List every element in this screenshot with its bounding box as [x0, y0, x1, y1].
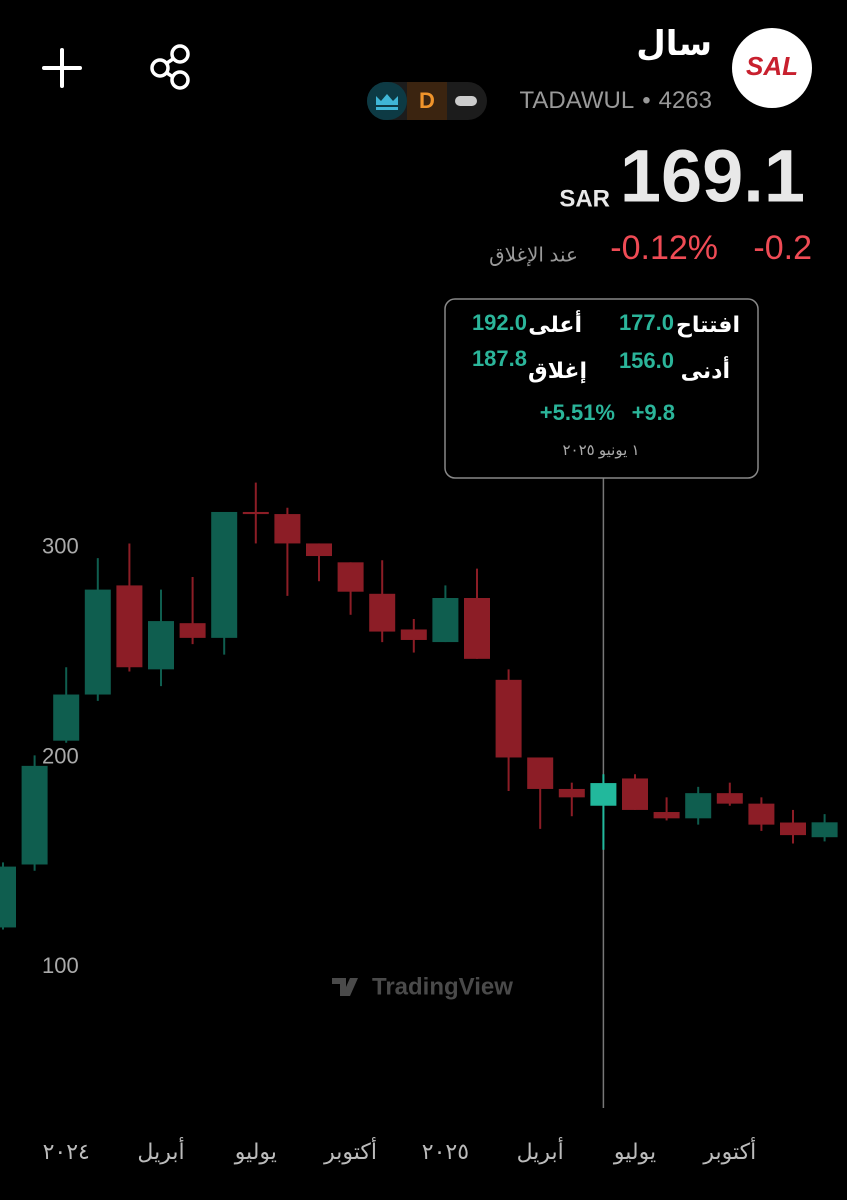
- candle-body: [400, 629, 427, 640]
- status: عند الإغلاق: [489, 244, 578, 266]
- tooltip-value: 156.0: [619, 348, 674, 373]
- candle-body: [211, 511, 238, 638]
- badge-minus: [455, 96, 477, 106]
- candle-body: [811, 822, 838, 838]
- x-tick-label: أبريل: [137, 1137, 184, 1164]
- x-tick-label: أكتوبر: [323, 1137, 377, 1164]
- candle-body: [21, 765, 48, 865]
- candle-body: [0, 866, 16, 928]
- candle-body: [274, 514, 301, 544]
- candle-body: [116, 585, 143, 668]
- x-tick-label: يوليو: [234, 1139, 277, 1164]
- tooltip-label: افتتاح: [676, 312, 740, 337]
- candle-body: [432, 598, 459, 643]
- candle-body: [590, 783, 617, 806]
- tooltip-change-pct: +5.51%: [540, 400, 615, 425]
- candle-body: [84, 589, 111, 695]
- tooltip-label: أعلى: [528, 309, 582, 337]
- price: 169.1: [620, 135, 805, 218]
- exchange-row: TADAWUL • 4263: [520, 87, 712, 114]
- stock-name: سال: [636, 25, 712, 63]
- tooltip-value: 192.0: [472, 310, 527, 335]
- ticker: 4263: [659, 87, 712, 114]
- logo-text: SAL: [746, 51, 798, 81]
- y-tick-label: 200: [42, 743, 79, 768]
- share-button[interactable]: [150, 44, 190, 90]
- tooltip-date: ١ يونيو ٢٠٢٥: [562, 442, 639, 459]
- y-tick-label: 100: [42, 953, 79, 978]
- candle-body: [716, 793, 743, 804]
- candle-body: [242, 511, 269, 515]
- tooltip-change: +9.8: [632, 400, 675, 425]
- x-tick-label: ٢٠٢٤: [43, 1139, 90, 1164]
- y-tick-label: 300: [42, 533, 79, 558]
- candle-body: [527, 757, 554, 789]
- add-button[interactable]: [42, 48, 82, 88]
- x-tick-label: أبريل: [517, 1137, 564, 1164]
- logo: [732, 28, 812, 108]
- candle-body: [685, 793, 712, 819]
- watermark-text: TradingView: [372, 973, 513, 1000]
- badge-d: [407, 82, 447, 120]
- crown-icon: [376, 94, 398, 110]
- candle-body: [748, 803, 775, 825]
- candle-body: [179, 623, 206, 638]
- candles: [0, 482, 838, 930]
- candle-body: [622, 778, 648, 810]
- currency: SAR: [559, 185, 610, 212]
- watermark: TradingView: [332, 973, 513, 1000]
- candle-body: [337, 562, 364, 592]
- separator: •: [642, 87, 650, 114]
- candle-body: [369, 593, 396, 632]
- x-tick-label: يوليو: [613, 1139, 656, 1164]
- change: -0.2: [753, 229, 812, 267]
- candle-body: [464, 598, 490, 659]
- tooltip-value: 177.0: [619, 310, 674, 335]
- badge-text: D: [419, 88, 435, 113]
- x-tick-label: أكتوبر: [702, 1137, 756, 1164]
- tooltip-value: 187.8: [472, 346, 527, 371]
- candle-body: [653, 812, 680, 819]
- candle-body: [780, 822, 806, 836]
- exchange: TADAWUL: [520, 87, 635, 114]
- tooltip-label: إغلاق: [528, 358, 587, 384]
- change-pct: -0.12%: [610, 229, 718, 267]
- candle-body: [53, 694, 80, 741]
- candle-body: [148, 621, 174, 670]
- tooltip-box: [444, 298, 759, 479]
- tooltip-label: أدنى: [681, 355, 730, 383]
- x-tick-label: ٢٠٢٥: [422, 1139, 469, 1164]
- candle-body: [558, 788, 585, 798]
- candle-body: [306, 543, 332, 557]
- candle-body: [495, 679, 522, 758]
